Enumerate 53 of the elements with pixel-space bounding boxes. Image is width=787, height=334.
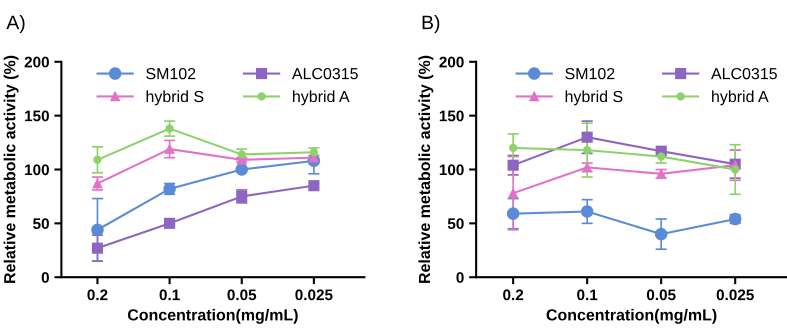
point <box>164 218 176 229</box>
point <box>580 205 594 218</box>
x-tick-label: 0.025 <box>716 289 754 300</box>
legend-label: SM102 <box>146 68 196 80</box>
point <box>731 165 740 174</box>
y-tick-label: 100 <box>440 164 464 176</box>
x-tick-label: 0.2 <box>87 289 108 300</box>
y-axis-title: Relative metabolic activity (%) <box>4 56 19 283</box>
x-tick-label: 0.2 <box>503 289 524 300</box>
point <box>93 156 102 164</box>
point <box>165 124 174 133</box>
y-tick-label: 200 <box>24 56 49 68</box>
legend-label: hybrid S <box>146 90 204 106</box>
point <box>310 148 318 156</box>
y-tick-label: 50 <box>33 218 49 230</box>
point <box>582 146 592 154</box>
point <box>654 228 668 240</box>
x-axis-title: Concentration(mg/mL) <box>546 308 716 324</box>
point <box>164 144 174 154</box>
point <box>508 160 519 171</box>
point <box>308 180 320 192</box>
point <box>582 132 593 143</box>
y-axis-title: Relative metabolic activity (%) <box>418 56 434 283</box>
point <box>235 163 248 176</box>
point <box>508 144 518 152</box>
point <box>92 242 104 254</box>
y-tick-label: 200 <box>439 56 464 68</box>
y-tick-label: 50 <box>448 218 464 230</box>
point <box>92 178 102 188</box>
y-tick-label: 0 <box>456 272 464 283</box>
x-tick-label: 0.1 <box>577 289 598 300</box>
x-tick-label: 0.05 <box>646 289 676 300</box>
legend-label: hybrid A <box>293 90 350 106</box>
point <box>508 188 518 198</box>
x-axis-title: Concentration(mg/mL) <box>128 308 298 324</box>
chart-title: B) <box>422 15 440 34</box>
point <box>238 150 246 159</box>
x-tick-label: 0.1 <box>160 289 180 300</box>
legend-label: ALC0315 <box>711 68 777 80</box>
legend-label: SM102 <box>565 68 614 80</box>
legend-label: hybrid S <box>566 90 622 106</box>
y-tick-label: 0 <box>42 272 49 283</box>
legend-label: hybrid A <box>712 90 769 106</box>
y-tick-label: 150 <box>440 110 464 122</box>
y-tick-label: 150 <box>25 110 49 122</box>
chart-title: A) <box>6 15 25 34</box>
point <box>657 152 666 161</box>
x-tick-label: 0.05 <box>227 289 256 300</box>
legend-label: ALC0315 <box>292 68 358 80</box>
x-tick-label: 0.025 <box>295 289 333 300</box>
point <box>506 207 520 220</box>
point <box>91 224 104 236</box>
y-tick-label: 100 <box>25 164 49 176</box>
